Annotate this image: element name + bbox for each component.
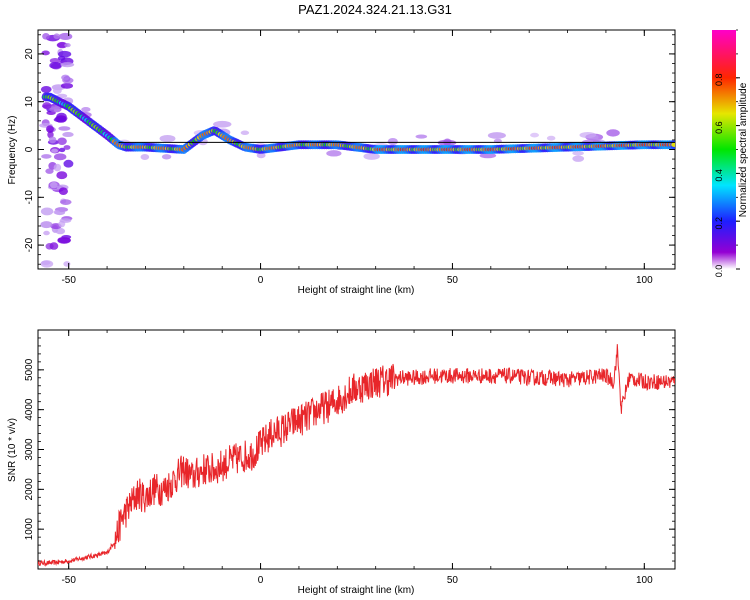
spectrogram-noise-blob — [41, 154, 52, 159]
spectrogram-halo-blob — [81, 107, 91, 113]
spectrogram-y-tick-label: 10 — [24, 96, 35, 108]
spectrogram-halo-blob — [572, 155, 585, 162]
spectrogram-noise-blob — [40, 85, 52, 93]
spectrogram-noise-blob — [53, 210, 60, 215]
spectrogram-noise-blob — [58, 32, 73, 40]
spectrogram-noise-blob — [55, 227, 66, 235]
spectrogram-noise-blob — [49, 242, 59, 250]
spectrogram-halo-blob — [240, 130, 250, 135]
colorbar-tick-label: 0.0 — [714, 265, 724, 278]
spectrogram-noise-blob — [48, 136, 57, 144]
spectrogram-noise-blob — [45, 168, 54, 174]
colorbar-tick-label: 0.4 — [714, 169, 724, 182]
spectrogram-noise-blob — [58, 126, 71, 131]
spectrogram-noise-blob — [57, 237, 71, 244]
snr-y-tick-label: 4000 — [24, 398, 35, 421]
spectrogram-noise-blob — [57, 137, 67, 146]
spectrogram-noise-blob — [63, 159, 74, 168]
spectrogram-noise-blob — [52, 86, 62, 95]
spectrogram-halo-blob — [546, 135, 556, 141]
chart-title: PAZ1.2024.324.21.13.G31 — [298, 2, 452, 17]
spectrogram-halo-blob — [326, 150, 342, 157]
spectrogram-noise-blob — [40, 260, 54, 268]
spectrogram-noise-blob — [49, 62, 62, 69]
spectrogram-noise-blob — [53, 117, 67, 123]
spectrogram-noise-blob — [49, 58, 61, 64]
spectrogram-noise-blob — [64, 43, 71, 48]
spectrogram-halo-blob — [415, 134, 428, 139]
colorbar-label: Normalized spectral amplitude — [738, 82, 749, 217]
snr-x-tick-label: -50 — [61, 575, 76, 586]
spectrogram-noise-blob — [47, 131, 54, 139]
spectrogram-noise-blob — [53, 163, 62, 172]
snr-chart: -50 0 50 100 1000 2000 3000 4000 5000 Height of … — [7, 329, 676, 596]
spectrogram-noise-blob — [41, 50, 50, 56]
spectrogram-noise-blob — [60, 62, 75, 68]
spectrogram-noise-blob — [46, 125, 54, 133]
spectrogram-noise-blob — [58, 147, 66, 153]
spectrogram-halo-blob — [213, 120, 232, 128]
spectrogram-halo-blob — [530, 132, 539, 138]
snr-y-tick-label: 3000 — [24, 438, 35, 461]
snr-x-tick-label: 50 — [447, 575, 459, 586]
snr-y-tick-label: 1000 — [24, 518, 35, 541]
spectrogram-y-tick-label: 20 — [24, 48, 35, 60]
spectrogram-noise-blob — [42, 33, 50, 40]
snr-y-tick-label: 5000 — [24, 358, 35, 381]
spectrogram-noise-blob — [60, 199, 72, 206]
spectrogram-halo-blob — [159, 134, 176, 143]
spectrogram-halo-blob — [487, 132, 506, 139]
spectrogram-x-tick-label: -50 — [61, 275, 76, 286]
spectrogram-noise-blob — [58, 187, 68, 196]
spectrogram-x-tick-label: 50 — [447, 275, 459, 286]
snr-series-line — [38, 344, 675, 567]
snr-y-tick-label: 2000 — [24, 478, 35, 501]
spectrogram-y-tick-label: -20 — [24, 237, 35, 252]
spectrogram-halo-blob — [256, 152, 266, 159]
snr-x-label: Height of straight line (km) — [298, 585, 415, 596]
snr-plot-area — [37, 329, 676, 570]
colorbar-tick-label: 0.2 — [714, 217, 724, 230]
spectrogram-noise-blob — [40, 207, 54, 216]
colorbar-tick-label: 0.6 — [714, 121, 724, 134]
spectrogram-ridge-core — [671, 142, 675, 147]
snr-y-label: SNR (10 * v/v) — [7, 418, 18, 482]
spectrogram-x-label: Height of straight line (km) — [298, 285, 415, 296]
spectrogram-noise-blob — [63, 145, 71, 150]
spectrogram-halo-blob — [479, 153, 497, 159]
spectrogram-y-label: Frequency (Hz) — [7, 116, 18, 185]
spectrogram-x-tick-label: 0 — [258, 275, 264, 286]
spectrogram-halo-blob — [161, 154, 172, 160]
spectrogram-y-tick-label: 0 — [24, 146, 35, 152]
spectrogram-y-tick-label: -10 — [24, 190, 35, 205]
spectrogram-chart: -50 0 50 100 -20 -10 0 10 20 0.0 0.2 0.4 0.6 0.8 Nor… — [7, 29, 749, 296]
spectrogram-noise-blob — [56, 171, 68, 180]
snr-x-tick-label: 0 — [258, 575, 264, 586]
colorbar — [712, 30, 736, 269]
spectrogram-noise-blob — [40, 221, 53, 229]
spectrogram-noise-blob — [51, 148, 59, 153]
spectrogram-noise-blob — [43, 230, 50, 236]
spectrogram-noise-blob — [60, 82, 74, 89]
spectrogram-halo-blob — [363, 152, 380, 160]
spectrogram-noise-blob — [62, 131, 74, 138]
colorbar-tick-label: 0.8 — [714, 74, 724, 87]
spectrogram-noise-blob — [56, 41, 68, 49]
spectrogram-halo-blob — [140, 154, 150, 160]
spectrogram-noise-blob — [61, 74, 70, 81]
spectrogram-halo-blob — [579, 131, 597, 139]
spectrogram-noise-blob — [57, 55, 66, 61]
spectrogram-halo-blob — [387, 137, 398, 146]
spectrogram-x-tick-label: 100 — [636, 275, 653, 286]
spectrogram-noise-blob — [50, 181, 58, 189]
spectrogram-noise-blob — [53, 153, 67, 161]
spectrogram-noise-blob — [59, 218, 72, 223]
snr-x-tick-label: 100 — [636, 575, 653, 586]
spectrogram-noise-blob — [63, 261, 71, 267]
spectrogram-noise-blob — [53, 33, 61, 40]
spectrogram-halo-blob — [606, 129, 620, 137]
spectrogram-halo-blob — [572, 151, 584, 156]
spectrogram-noise-blob — [42, 102, 52, 110]
